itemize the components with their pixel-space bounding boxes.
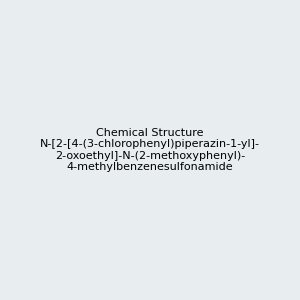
- Text: Chemical Structure
N-[2-[4-(3-chlorophenyl)piperazin-1-yl]-
2-oxoethyl]-N-(2-met: Chemical Structure N-[2-[4-(3-chlorophen…: [40, 128, 260, 172]
